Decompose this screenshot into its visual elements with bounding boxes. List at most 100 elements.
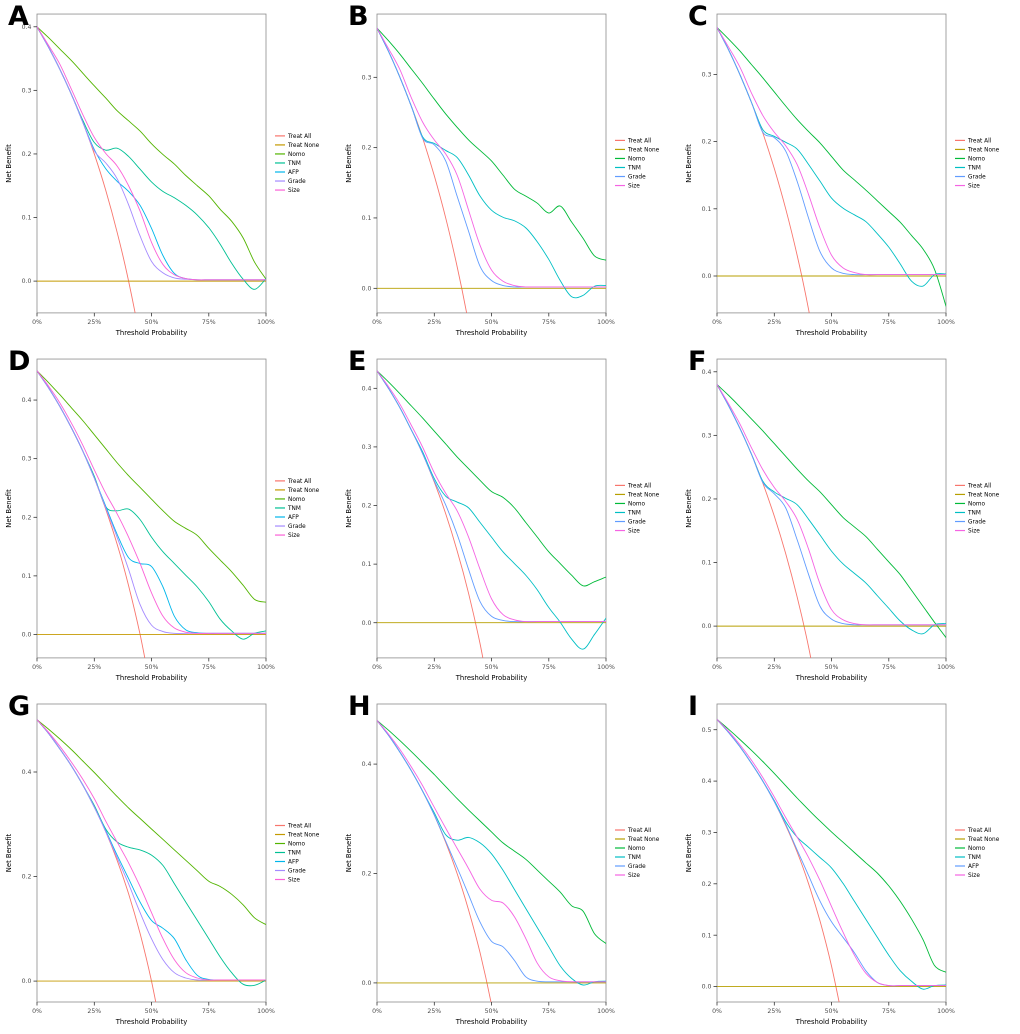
svg-text:Threshold Probability: Threshold Probability (115, 674, 187, 682)
svg-text:TNM: TNM (287, 851, 301, 857)
svg-text:50%: 50% (485, 319, 499, 326)
svg-text:75%: 75% (202, 664, 216, 671)
svg-text:Size: Size (628, 529, 640, 535)
svg-text:Threshold Probability: Threshold Probability (455, 674, 527, 682)
dca-plot-e: 0.0 0.1 0.2 0.3 0.4 0% 25% 50% 75% 100% Threshold … (345, 358, 660, 682)
svg-text:Net Benefit: Net Benefit (685, 489, 693, 528)
panel-d-label: D (8, 346, 31, 377)
svg-text:Net Benefit: Net Benefit (5, 833, 13, 872)
dca-plot-c: 0.0 0.1 0.2 0.3 0% 25% 50% 75% 100% Threshold Pro… (685, 13, 1000, 337)
svg-text:Nomo: Nomo (968, 846, 986, 852)
svg-text:75%: 75% (542, 1008, 556, 1015)
panel-g: G 0.0 0.2 0.4 0% 25% 50% 75% 100% Threshold Prob… (0, 690, 340, 1034)
svg-text:Net Benefit: Net Benefit (345, 144, 353, 183)
svg-text:100%: 100% (257, 664, 275, 671)
svg-text:0.2: 0.2 (22, 874, 32, 881)
svg-text:Threshold Probability: Threshold Probability (455, 1018, 528, 1026)
svg-text:Size: Size (288, 188, 300, 194)
svg-text:TNM: TNM (627, 855, 641, 861)
svg-text:0.1: 0.1 (702, 206, 712, 213)
panel-i: I 0.0 0.1 0.2 0.3 0.4 0.5 0% 25% 50% 75% 100% Thres… (680, 690, 1020, 1034)
svg-text:Nomo: Nomo (628, 157, 646, 163)
svg-text:0.5: 0.5 (702, 727, 712, 734)
svg-text:75%: 75% (202, 1008, 216, 1015)
svg-text:Size: Size (968, 873, 980, 879)
panel-c-label: C (688, 1, 708, 32)
svg-text:0.2: 0.2 (22, 514, 32, 521)
svg-text:0.2: 0.2 (702, 496, 712, 503)
svg-text:0.1: 0.1 (702, 560, 712, 567)
svg-text:25%: 25% (87, 1008, 101, 1015)
svg-text:25%: 25% (767, 664, 781, 671)
svg-text:50%: 50% (145, 664, 159, 671)
svg-text:Treat All: Treat All (967, 139, 992, 145)
dca-plot-a: 0.0 0.1 0.2 0.3 0.4 0% 25% 50% 75% 100% Threshold … (5, 13, 320, 337)
svg-text:Grade: Grade (968, 520, 986, 526)
svg-text:TNM: TNM (967, 511, 981, 517)
svg-text:Threshold Probability: Threshold Probability (115, 1018, 188, 1026)
svg-text:Treat None: Treat None (627, 493, 660, 499)
svg-text:Net Benefit: Net Benefit (5, 144, 13, 183)
svg-text:0.3: 0.3 (702, 830, 712, 837)
svg-text:0.2: 0.2 (362, 503, 372, 510)
svg-text:75%: 75% (542, 319, 556, 326)
panel-e-label: E (348, 346, 367, 377)
svg-text:75%: 75% (202, 319, 216, 326)
svg-text:Net Benefit: Net Benefit (345, 489, 353, 528)
svg-text:Grade: Grade (968, 175, 986, 181)
svg-text:0.3: 0.3 (702, 72, 712, 79)
svg-text:100%: 100% (597, 319, 615, 326)
svg-text:0.0: 0.0 (22, 278, 32, 285)
svg-text:50%: 50% (825, 664, 839, 671)
svg-text:75%: 75% (542, 664, 556, 671)
panel-f-label: F (688, 346, 707, 377)
svg-text:Net Benefit: Net Benefit (685, 144, 693, 183)
panel-h-label: H (348, 691, 371, 722)
svg-text:0.0: 0.0 (362, 285, 372, 292)
svg-text:Treat None: Treat None (627, 148, 660, 154)
panel-b-label: B (348, 1, 369, 32)
svg-text:0%: 0% (372, 1008, 382, 1015)
svg-text:0.4: 0.4 (702, 369, 712, 376)
svg-text:0.3: 0.3 (22, 456, 32, 463)
svg-text:25%: 25% (427, 1008, 441, 1015)
svg-text:Nomo: Nomo (288, 152, 306, 158)
svg-text:0.3: 0.3 (702, 432, 712, 439)
svg-text:Size: Size (968, 529, 980, 535)
panel-i-label: I (688, 691, 699, 722)
svg-text:0.2: 0.2 (702, 139, 712, 146)
svg-text:Nomo: Nomo (628, 846, 646, 852)
svg-text:0.2: 0.2 (22, 151, 32, 158)
svg-text:Threshold Probability: Threshold Probability (455, 329, 527, 337)
dca-plot-h: 0.0 0.2 0.4 0% 25% 50% 75% 100% Threshold Probab… (345, 703, 660, 1026)
svg-text:Treat None: Treat None (287, 833, 320, 839)
panel-g-label: G (8, 691, 31, 722)
svg-text:100%: 100% (937, 1008, 955, 1015)
svg-text:Nomo: Nomo (628, 502, 646, 508)
panel-d: D 0.0 0.1 0.2 0.3 0.4 0% 25% 50% 75% 100% Threshol… (0, 345, 340, 690)
svg-text:AFP: AFP (288, 515, 299, 521)
svg-text:Treat None: Treat None (967, 493, 1000, 499)
svg-text:0.2: 0.2 (702, 881, 712, 888)
dca-plot-g: 0.0 0.2 0.4 0% 25% 50% 75% 100% Threshold Probab… (5, 703, 320, 1026)
panel-h: H 0.0 0.2 0.4 0% 25% 50% 75% 100% Threshold Prob… (340, 690, 680, 1034)
svg-text:100%: 100% (597, 1008, 615, 1015)
panel-c: C 0.0 0.1 0.2 0.3 0% 25% 50% 75% 100% Threshold P… (680, 0, 1020, 345)
svg-text:0%: 0% (32, 1008, 42, 1015)
svg-text:0.3: 0.3 (362, 444, 372, 451)
dca-plot-d: 0.0 0.1 0.2 0.3 0.4 0% 25% 50% 75% 100% Threshold … (5, 358, 320, 682)
svg-text:75%: 75% (882, 1008, 896, 1015)
svg-text:Net Benefit: Net Benefit (5, 489, 13, 528)
svg-text:25%: 25% (427, 664, 441, 671)
svg-text:Size: Size (968, 184, 980, 190)
svg-text:0.1: 0.1 (362, 215, 372, 222)
svg-text:Grade: Grade (288, 524, 306, 530)
svg-text:AFP: AFP (968, 864, 979, 870)
svg-text:0%: 0% (372, 664, 382, 671)
svg-text:Grade: Grade (628, 864, 646, 870)
svg-text:TNM: TNM (967, 855, 981, 861)
svg-text:Nomo: Nomo (968, 157, 986, 163)
svg-text:50%: 50% (145, 1008, 159, 1015)
svg-text:TNM: TNM (287, 161, 301, 167)
